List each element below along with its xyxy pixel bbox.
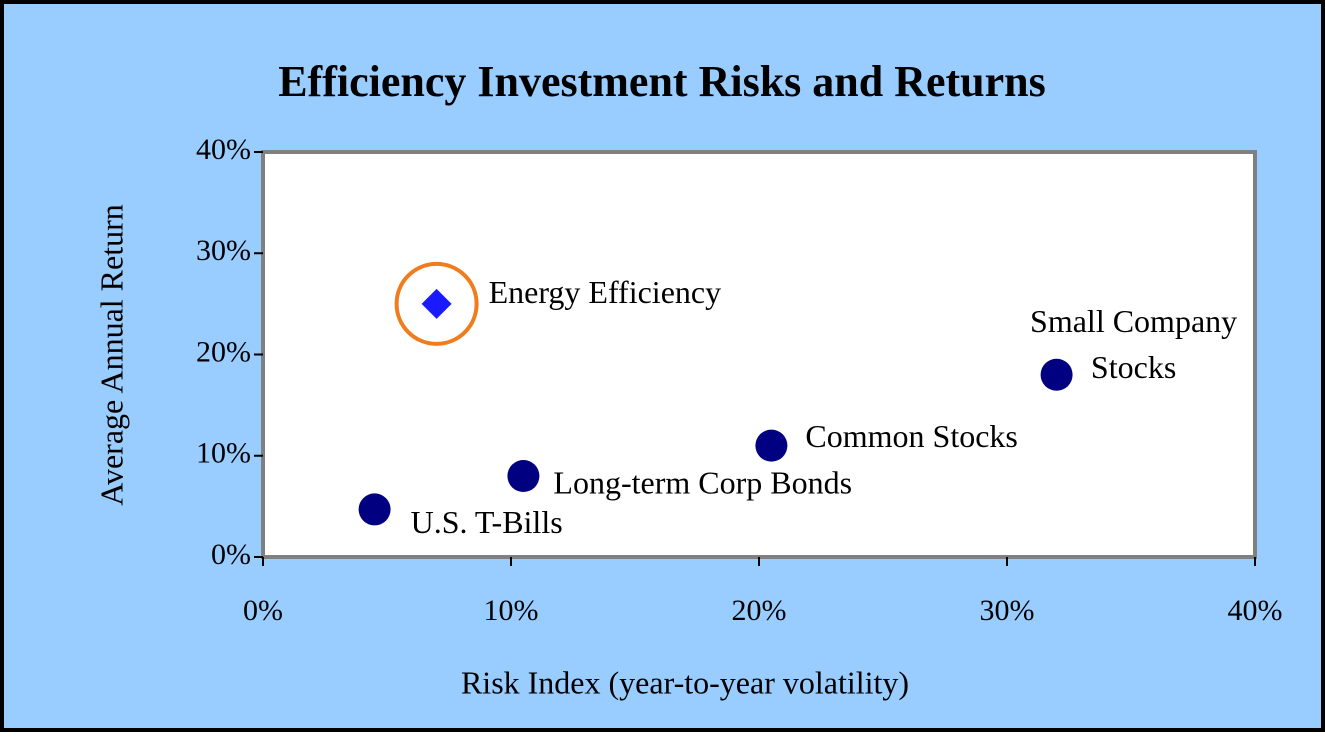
point-label: Small Company <box>1030 303 1237 339</box>
point <box>358 493 391 526</box>
point <box>755 429 788 462</box>
y-axis-title: Average Annual Return <box>93 204 129 506</box>
x-tick-label: 30% <box>980 594 1035 627</box>
y-tick-label: 10% <box>196 437 251 470</box>
x-tick-label: 0% <box>243 594 283 627</box>
point <box>421 288 452 319</box>
y-tick-label: 30% <box>196 234 251 267</box>
point-label: U.S. T-Bills <box>411 504 563 540</box>
chart-title: Efficiency Investment Risks and Returns <box>278 57 1046 106</box>
y-tick-label: 40% <box>196 133 251 166</box>
point <box>507 460 540 492</box>
point <box>1040 358 1073 391</box>
x-tick-label: 10% <box>484 594 539 627</box>
y-tick-label: 20% <box>196 335 251 368</box>
highlight-ring <box>394 261 479 346</box>
point-label: Common Stocks <box>805 418 1017 454</box>
x-tick-label: 20% <box>732 594 787 627</box>
x-axis-title: Risk Index (year-to-year volatility) <box>461 664 909 700</box>
point-label: Energy Efficiency <box>489 274 721 310</box>
plot-area <box>261 150 1257 559</box>
point-label: Stocks <box>1091 349 1176 385</box>
point-label: Long-term Corp Bonds <box>553 464 852 500</box>
x-tick-label: 40% <box>1228 594 1283 627</box>
y-tick-label: 0% <box>211 538 251 571</box>
